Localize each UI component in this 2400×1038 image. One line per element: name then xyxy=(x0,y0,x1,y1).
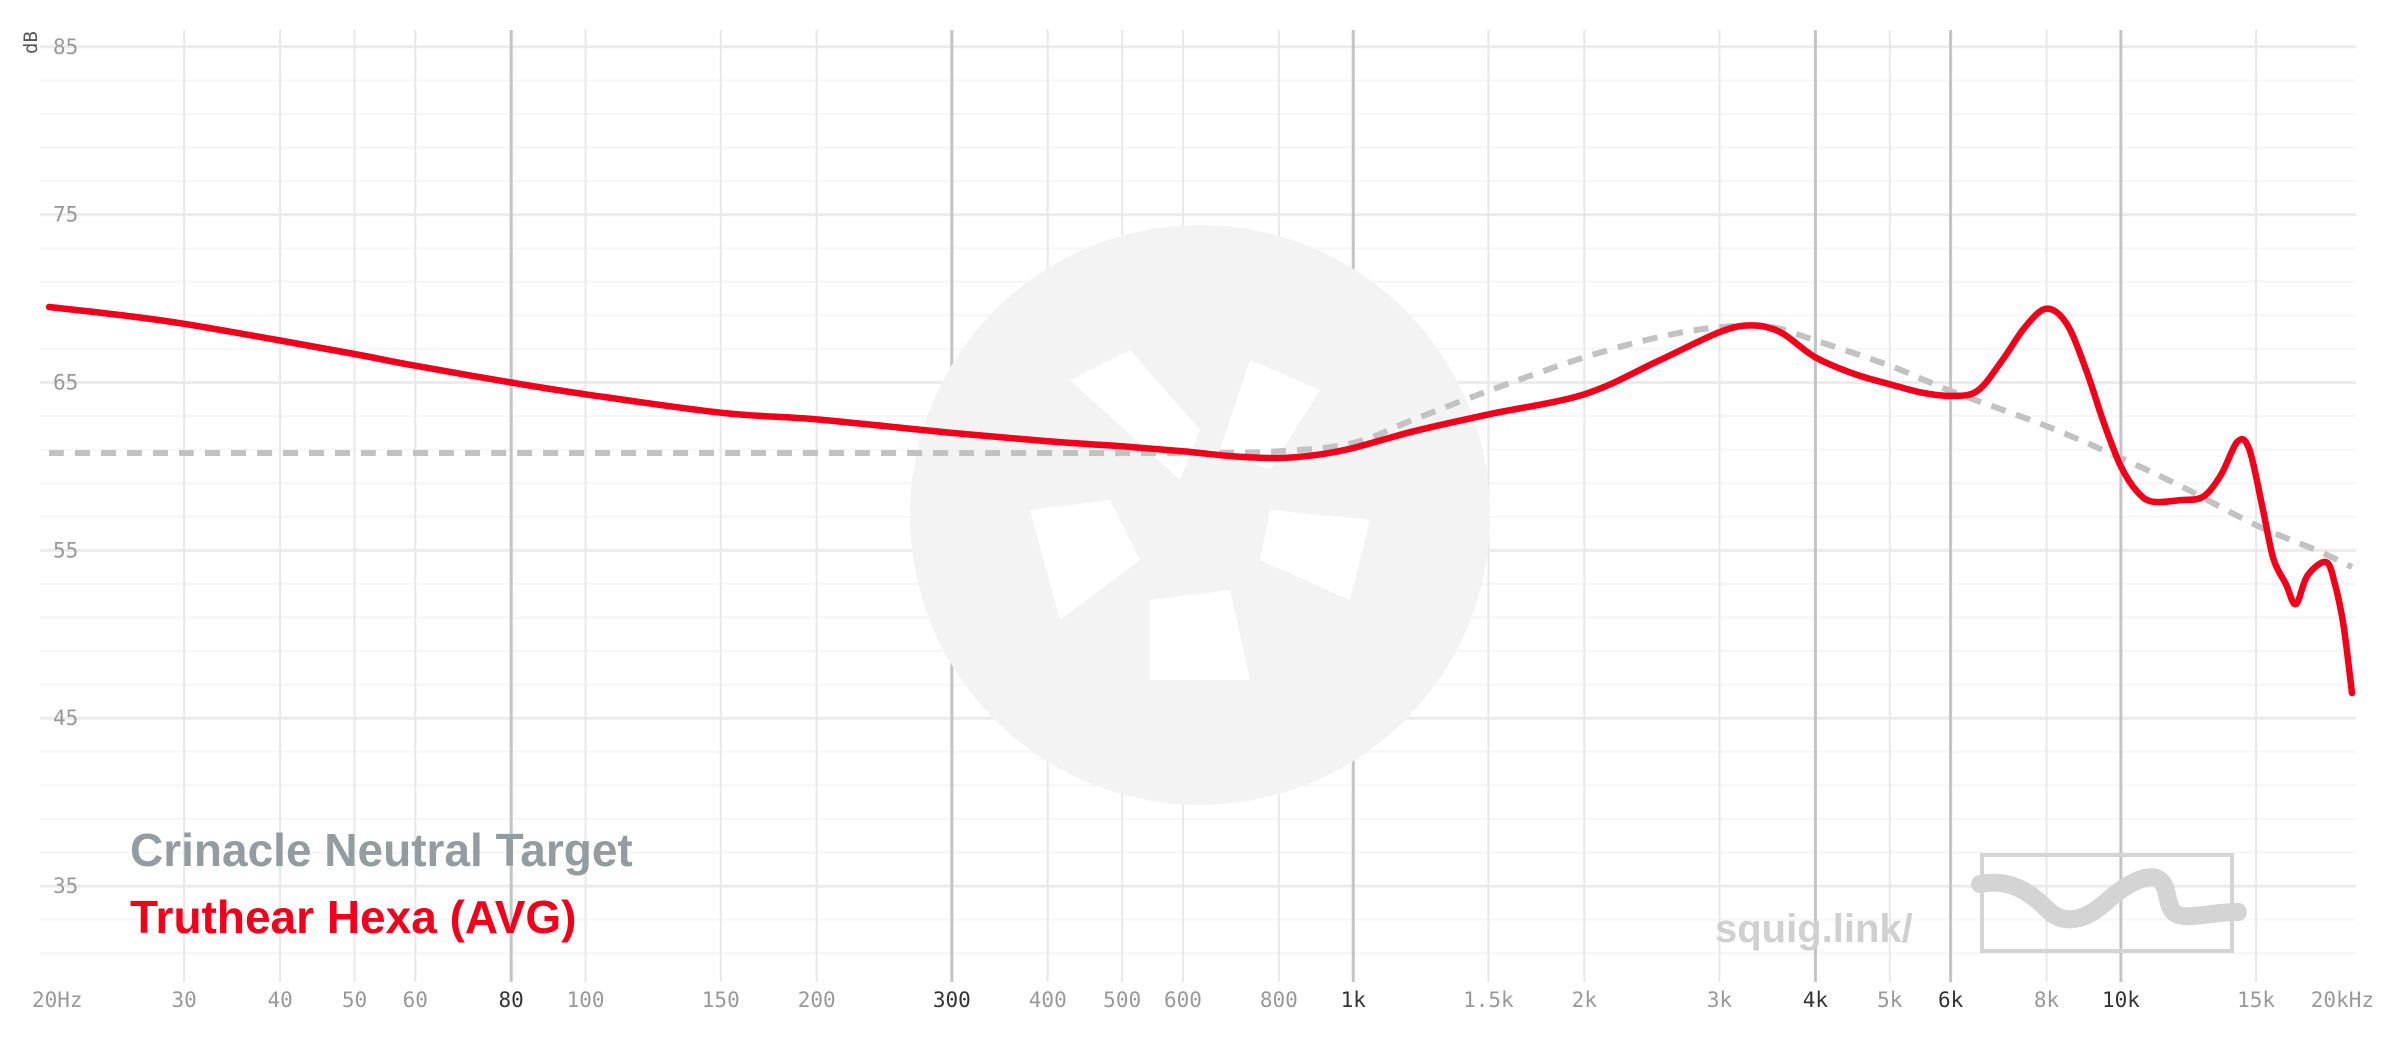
x-tick-label: 1.5k xyxy=(1463,988,1514,1012)
x-tick-label: 800 xyxy=(1260,988,1298,1012)
x-tick-label: 30 xyxy=(172,988,197,1012)
x-tick-label: 300 xyxy=(933,988,971,1012)
y-tick-label: 75 xyxy=(53,203,78,227)
x-tick-label: 20Hz xyxy=(32,988,83,1012)
x-tick-label: 60 xyxy=(403,988,428,1012)
x-tick-label: 500 xyxy=(1103,988,1141,1012)
x-tick-label: 400 xyxy=(1029,988,1067,1012)
y-axis-unit: dB xyxy=(20,31,42,54)
x-tick-label: 2k xyxy=(1572,988,1598,1012)
y-axis-labels: 85 75 65 55 45 35 xyxy=(53,35,78,898)
x-tick-label: 40 xyxy=(267,988,292,1012)
x-tick-label: 6k xyxy=(1938,988,1964,1012)
x-tick-label: 150 xyxy=(702,988,740,1012)
y-tick-label: 55 xyxy=(53,538,78,562)
y-tick-label: 45 xyxy=(53,706,78,730)
series-layer xyxy=(45,303,2356,697)
x-tick-label: 15k xyxy=(2237,988,2275,1012)
brand-logo-frame xyxy=(1980,853,2234,953)
watermark-logo xyxy=(910,225,1490,805)
x-tick-label: 5k xyxy=(1877,988,1903,1012)
x-tick-label: 200 xyxy=(798,988,836,1012)
x-tick-label: 3k xyxy=(1707,988,1733,1012)
brand-label: squig.link/ xyxy=(1715,907,1913,951)
x-axis-labels: 20Hz 30 40 50 60 80 100 150 200 300 400 500 600 800 1k… xyxy=(32,988,2374,1012)
x-tick-label: 10k xyxy=(2102,988,2140,1012)
y-tick-label: 35 xyxy=(53,874,78,898)
x-tick-label: 4k xyxy=(1803,988,1829,1012)
x-tick-label: 80 xyxy=(499,988,524,1012)
x-tick-label: 8k xyxy=(2034,988,2060,1012)
y-tick-label: 65 xyxy=(53,371,78,395)
y-tick-label: 85 xyxy=(53,35,78,59)
x-tick-label: 50 xyxy=(342,988,367,1012)
legend: Crinacle Neutral Target Truthear Hexa (A… xyxy=(130,824,633,943)
series-line-hexa xyxy=(45,303,2356,697)
legend-item-target: Crinacle Neutral Target xyxy=(130,824,633,876)
watermark-circle xyxy=(910,225,1490,805)
x-tick-label: 600 xyxy=(1164,988,1202,1012)
x-tick-label: 100 xyxy=(567,988,605,1012)
x-tick-label: 20kHz xyxy=(2311,988,2374,1012)
series-line-target xyxy=(49,322,2354,570)
legend-item-hexa: Truthear Hexa (AVG) xyxy=(130,891,576,943)
brand-logo-squiggle xyxy=(1971,868,2247,929)
squiglink-brand: squig.link/ xyxy=(1715,853,2247,953)
x-tick-label: 1k xyxy=(1341,988,1367,1012)
